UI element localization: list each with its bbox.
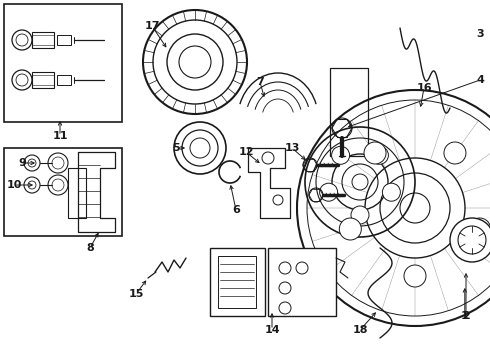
Text: 8: 8 bbox=[86, 243, 94, 253]
Circle shape bbox=[382, 183, 400, 201]
Bar bbox=[210, 248, 265, 316]
Circle shape bbox=[444, 142, 466, 164]
Text: 16: 16 bbox=[416, 83, 432, 93]
Circle shape bbox=[279, 282, 291, 294]
Circle shape bbox=[450, 218, 490, 262]
Text: 1: 1 bbox=[461, 311, 468, 321]
Bar bbox=[4, 4, 122, 122]
Text: 2: 2 bbox=[462, 311, 470, 321]
Text: 4: 4 bbox=[476, 75, 484, 85]
Circle shape bbox=[340, 218, 361, 240]
Text: 10: 10 bbox=[6, 180, 22, 190]
Text: 5: 5 bbox=[172, 143, 180, 153]
Circle shape bbox=[404, 265, 426, 287]
Bar bbox=[57, 75, 71, 85]
Text: 18: 18 bbox=[352, 325, 368, 335]
Circle shape bbox=[279, 262, 291, 274]
Text: 3: 3 bbox=[476, 29, 484, 39]
Bar bbox=[32, 32, 54, 48]
Circle shape bbox=[143, 10, 247, 114]
Circle shape bbox=[319, 183, 338, 201]
Circle shape bbox=[332, 146, 349, 164]
Bar bbox=[268, 248, 336, 316]
Circle shape bbox=[351, 206, 369, 224]
Circle shape bbox=[279, 302, 291, 314]
Circle shape bbox=[174, 122, 226, 174]
Bar bbox=[330, 68, 368, 156]
Bar bbox=[4, 148, 122, 236]
Bar bbox=[68, 168, 86, 218]
Text: 9: 9 bbox=[18, 158, 26, 168]
Circle shape bbox=[364, 142, 386, 164]
Circle shape bbox=[297, 90, 490, 326]
Text: 12: 12 bbox=[238, 147, 254, 157]
Circle shape bbox=[305, 127, 415, 237]
Bar bbox=[218, 256, 256, 308]
Text: 14: 14 bbox=[264, 325, 280, 335]
Circle shape bbox=[370, 146, 389, 164]
Text: 13: 13 bbox=[284, 143, 300, 153]
Text: 7: 7 bbox=[256, 77, 264, 87]
Circle shape bbox=[468, 218, 490, 240]
Text: 6: 6 bbox=[232, 205, 240, 215]
Bar bbox=[32, 72, 54, 88]
Circle shape bbox=[296, 262, 308, 274]
Text: 15: 15 bbox=[128, 289, 144, 299]
Bar bbox=[57, 35, 71, 45]
Text: 17: 17 bbox=[144, 21, 160, 31]
Text: 11: 11 bbox=[52, 131, 68, 141]
